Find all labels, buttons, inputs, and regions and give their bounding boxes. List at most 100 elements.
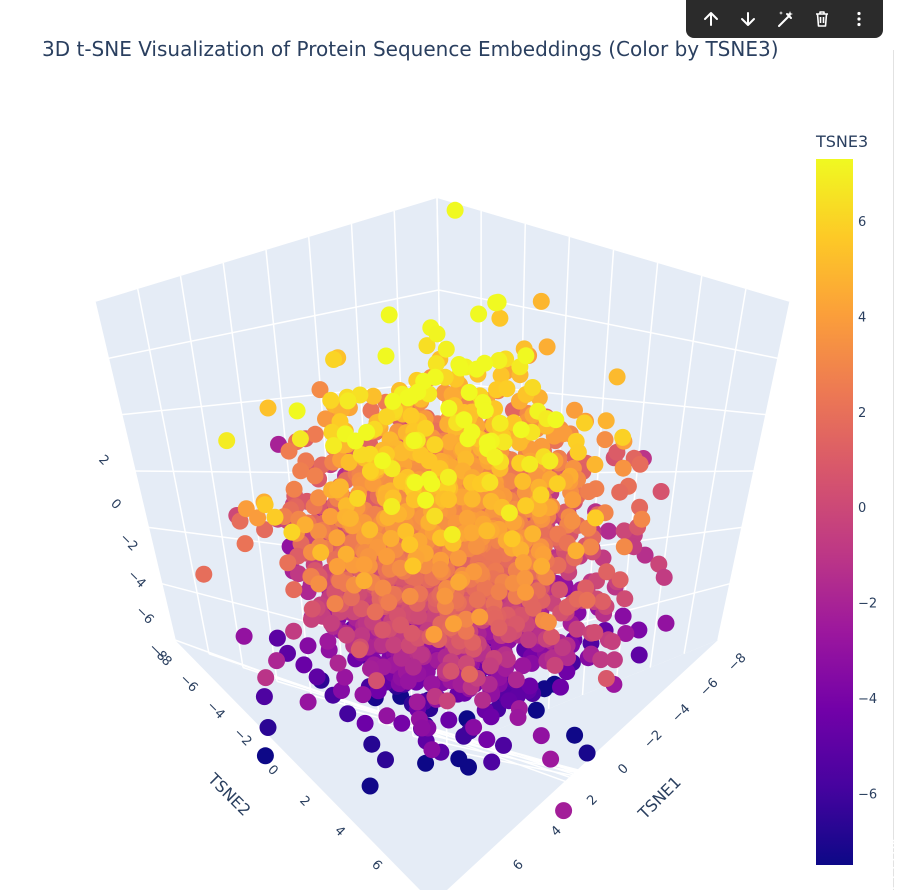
data-point — [650, 555, 668, 573]
trash-icon — [815, 11, 828, 27]
chart-toolbar — [686, 0, 883, 38]
data-point — [350, 641, 368, 659]
colorbar-ticks: 6 4 2 0 −2 −4 −6 — [858, 215, 877, 802]
data-point — [329, 654, 347, 672]
data-point — [597, 412, 615, 430]
colorbar-tick-label: −2 — [858, 597, 877, 612]
tsne1-tick-label: −8 — [725, 650, 749, 674]
data-point — [266, 508, 284, 526]
data-point — [467, 537, 485, 555]
data-point — [337, 545, 355, 563]
data-point — [514, 657, 532, 675]
data-point — [605, 651, 623, 669]
data-point — [423, 675, 441, 693]
data-point — [481, 473, 499, 491]
data-point — [374, 621, 392, 639]
data-point — [582, 538, 600, 556]
data-point — [408, 693, 426, 711]
data-point — [426, 368, 444, 386]
delete-button[interactable] — [807, 4, 837, 34]
data-point — [366, 603, 384, 621]
data-point — [586, 624, 604, 641]
data-point — [532, 486, 550, 504]
data-point — [256, 747, 274, 765]
data-point — [554, 639, 572, 657]
data-point — [439, 468, 457, 486]
data-point — [310, 489, 327, 507]
data-point — [368, 672, 385, 690]
data-point — [358, 423, 376, 441]
move-up-button[interactable] — [696, 4, 726, 34]
data-point — [364, 387, 382, 405]
data-point — [440, 491, 457, 509]
data-point — [299, 637, 317, 655]
data-point — [406, 474, 424, 491]
data-point — [498, 380, 516, 398]
data-point — [317, 410, 334, 428]
data-point — [617, 625, 635, 642]
data-point — [555, 802, 573, 820]
data-point — [542, 750, 560, 768]
data-point — [285, 581, 303, 599]
data-point — [377, 751, 394, 769]
data-point — [413, 719, 431, 737]
data-point — [279, 554, 297, 572]
chart-title: 3D t-SNE Visualization of Protein Sequen… — [42, 37, 779, 61]
ai-edit-button[interactable] — [770, 4, 800, 34]
data-point — [509, 709, 527, 726]
data-point — [596, 431, 614, 449]
data-point — [486, 448, 504, 466]
data-point — [355, 556, 373, 574]
data-point — [568, 620, 586, 638]
data-point — [551, 581, 568, 599]
data-point — [569, 443, 587, 461]
data-point — [341, 509, 359, 527]
data-point — [291, 430, 309, 448]
tsne2-tick-label: −6 — [176, 671, 200, 695]
data-point — [299, 693, 317, 711]
z-tick-label: −4 — [124, 567, 148, 591]
data-point — [483, 753, 501, 771]
data-point — [405, 432, 423, 450]
data-point — [482, 708, 500, 726]
data-point — [283, 523, 301, 541]
data-point — [516, 570, 534, 587]
data-point — [460, 383, 478, 401]
data-point — [410, 607, 428, 625]
data-point — [325, 351, 343, 368]
colorbar: TSNE3 6 4 2 0 −2 −4 −6 — [815, 132, 877, 865]
more-options-button[interactable] — [844, 4, 874, 34]
data-point — [325, 437, 343, 455]
move-down-button[interactable] — [733, 4, 763, 34]
tsne2-axis-title: TSNE2 — [203, 769, 254, 820]
data-point — [378, 707, 396, 725]
tsne1-tick-label: −4 — [669, 701, 693, 725]
data-point — [476, 402, 494, 420]
data-point — [478, 522, 496, 540]
data-point — [543, 628, 560, 646]
data-point — [249, 509, 267, 527]
tsne2-tick-label: 6 — [368, 857, 384, 873]
data-point — [431, 560, 449, 578]
data-point — [442, 662, 460, 680]
z-tick-label: −6 — [132, 603, 156, 627]
data-point — [476, 354, 494, 372]
data-point — [611, 483, 629, 501]
data-point — [532, 727, 550, 745]
data-point — [425, 625, 443, 643]
data-point — [352, 446, 370, 464]
data-point — [576, 414, 593, 432]
tsne1-tick-label: −2 — [641, 727, 665, 751]
data-point — [495, 736, 512, 754]
data-point — [597, 670, 615, 687]
tsne1-tick-label: −6 — [697, 675, 721, 699]
data-point — [578, 744, 596, 762]
data-point — [319, 632, 337, 650]
left-wall-hline — [108, 289, 439, 360]
data-point — [514, 554, 532, 572]
more-vertical-icon — [856, 11, 861, 27]
data-point — [423, 475, 441, 493]
floor-gridline — [446, 749, 904, 844]
data-point — [340, 453, 358, 471]
